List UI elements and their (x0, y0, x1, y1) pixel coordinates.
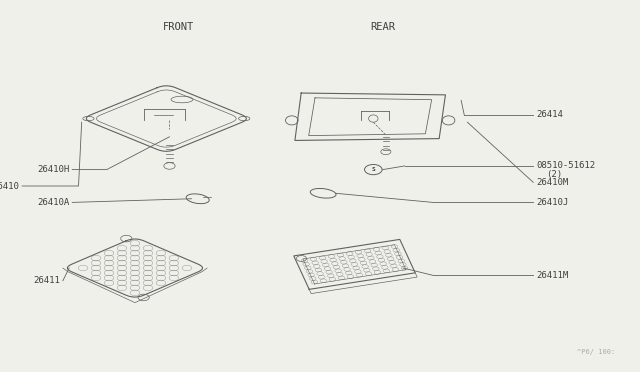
Text: ^P6/ 100:: ^P6/ 100: (577, 349, 615, 355)
Text: 08510-51612: 08510-51612 (536, 161, 595, 170)
Text: 26411: 26411 (33, 276, 60, 285)
Text: FRONT: FRONT (163, 22, 195, 32)
Text: 26410J: 26410J (536, 198, 568, 207)
Text: S: S (371, 167, 375, 172)
Text: 26410H: 26410H (37, 165, 69, 174)
Text: 26410M: 26410M (536, 178, 568, 187)
Text: 26411M: 26411M (536, 271, 568, 280)
Text: 26410: 26410 (0, 182, 19, 190)
Text: REAR: REAR (370, 22, 396, 32)
Text: (2): (2) (546, 170, 562, 179)
Text: 26414: 26414 (536, 110, 563, 119)
Text: 26410A: 26410A (37, 198, 69, 207)
